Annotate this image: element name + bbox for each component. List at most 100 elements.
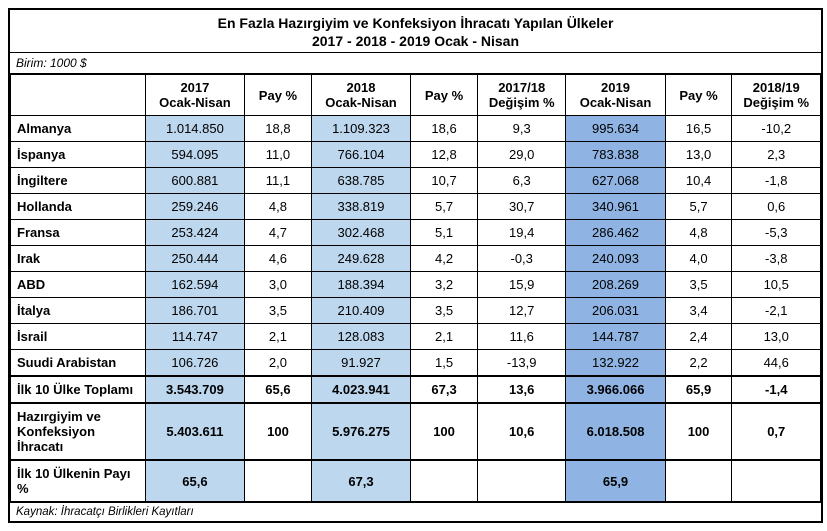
header-chg-1718: 2017/18 Değişim % [477, 75, 565, 116]
cell-2017: 1.014.850 [145, 116, 244, 142]
cell-2019: 340.961 [566, 194, 665, 220]
row-label: Almanya [11, 116, 146, 142]
cell-pay-2017: 2,0 [245, 350, 312, 377]
cell-chg-1718: -13,9 [477, 350, 565, 377]
cell-pay-2018: 3,5 [411, 298, 478, 324]
cell-pay-2017: 4,8 [245, 194, 312, 220]
cell-pay-2018: 67,3 [411, 376, 478, 403]
table-body: Almanya1.014.85018,81.109.32318,69,3995.… [11, 116, 821, 502]
header-2017: 2017 Ocak-Nisan [145, 75, 244, 116]
cell-pay-2019: 16,5 [665, 116, 732, 142]
cell-pay-2017: 11,0 [245, 142, 312, 168]
table-row: İngiltere600.88111,1638.78510,76,3627.06… [11, 168, 821, 194]
cell-pay-2017: 65,6 [245, 376, 312, 403]
cell-chg-1819: 0,7 [732, 403, 821, 460]
row-label: ABD [11, 272, 146, 298]
cell-pay-2019: 5,7 [665, 194, 732, 220]
cell-2017: 106.726 [145, 350, 244, 377]
cell-pay-2018: 3,2 [411, 272, 478, 298]
cell-2017: 600.881 [145, 168, 244, 194]
cell-2017: 253.424 [145, 220, 244, 246]
data-table: 2017 Ocak-Nisan Pay % 2018 Ocak-Nisan Pa… [10, 74, 821, 502]
cell-pay-2017: 3,0 [245, 272, 312, 298]
table-row: Suudi Arabistan106.7262,091.9271,5-13,91… [11, 350, 821, 377]
header-row: 2017 Ocak-Nisan Pay % 2018 Ocak-Nisan Pa… [11, 75, 821, 116]
cell-pay-2018: 10,7 [411, 168, 478, 194]
cell-2018: 638.785 [311, 168, 410, 194]
cell-2018: 4.023.941 [311, 376, 410, 403]
cell-2018: 302.468 [311, 220, 410, 246]
row-label: Hollanda [11, 194, 146, 220]
cell-2018: 1.109.323 [311, 116, 410, 142]
cell-2017: 5.403.611 [145, 403, 244, 460]
cell-2018: 766.104 [311, 142, 410, 168]
cell-pay-2019: 3,4 [665, 298, 732, 324]
cell-pay-2019: 13,0 [665, 142, 732, 168]
cell-chg-1718: 10,6 [477, 403, 565, 460]
table-row: ABD162.5943,0188.3943,215,9208.2693,510,… [11, 272, 821, 298]
cell-2017: 259.246 [145, 194, 244, 220]
unit-label: Birim: 1000 $ [10, 53, 821, 74]
table-row: Hazırgiyim ve Konfeksiyon İhracatı5.403.… [11, 403, 821, 460]
cell-chg-1819: -1,4 [732, 376, 821, 403]
row-label: İspanya [11, 142, 146, 168]
title-line-1: En Fazla Hazırgiyim ve Konfeksiyon İhrac… [218, 15, 614, 31]
cell-2019: 208.269 [566, 272, 665, 298]
cell-chg-1819: 13,0 [732, 324, 821, 350]
cell-2017: 65,6 [145, 460, 244, 502]
cell-chg-1718: 19,4 [477, 220, 565, 246]
cell-chg-1819: 0,6 [732, 194, 821, 220]
cell-2019: 132.922 [566, 350, 665, 377]
cell-2019: 783.838 [566, 142, 665, 168]
table-row: İlk 10 Ülke Toplamı3.543.70965,64.023.94… [11, 376, 821, 403]
cell-chg-1819 [732, 460, 821, 502]
cell-2019: 240.093 [566, 246, 665, 272]
cell-pay-2018: 4,2 [411, 246, 478, 272]
cell-chg-1718: 29,0 [477, 142, 565, 168]
cell-2018: 67,3 [311, 460, 410, 502]
cell-pay-2017: 100 [245, 403, 312, 460]
header-2019: 2019 Ocak-Nisan [566, 75, 665, 116]
cell-pay-2017: 18,8 [245, 116, 312, 142]
cell-chg-1718: 9,3 [477, 116, 565, 142]
row-label: Suudi Arabistan [11, 350, 146, 377]
cell-2019: 65,9 [566, 460, 665, 502]
cell-pay-2018 [411, 460, 478, 502]
cell-chg-1819: -2,1 [732, 298, 821, 324]
cell-chg-1819: -10,2 [732, 116, 821, 142]
cell-pay-2019: 10,4 [665, 168, 732, 194]
cell-chg-1718: 15,9 [477, 272, 565, 298]
cell-chg-1718: 13,6 [477, 376, 565, 403]
cell-chg-1819: 2,3 [732, 142, 821, 168]
row-label: İngiltere [11, 168, 146, 194]
row-label: İtalya [11, 298, 146, 324]
cell-chg-1718: 30,7 [477, 194, 565, 220]
cell-2019: 3.966.066 [566, 376, 665, 403]
table-row: İsrail114.7472,1128.0832,111,6144.7872,4… [11, 324, 821, 350]
cell-pay-2018: 100 [411, 403, 478, 460]
header-pay-2018: Pay % [411, 75, 478, 116]
cell-pay-2017 [245, 460, 312, 502]
cell-chg-1819: -3,8 [732, 246, 821, 272]
header-pay-2019: Pay % [665, 75, 732, 116]
cell-2018: 249.628 [311, 246, 410, 272]
table-row: İspanya594.09511,0766.10412,829,0783.838… [11, 142, 821, 168]
cell-2018: 128.083 [311, 324, 410, 350]
cell-2018: 338.819 [311, 194, 410, 220]
cell-pay-2018: 5,7 [411, 194, 478, 220]
cell-pay-2018: 1,5 [411, 350, 478, 377]
row-label: Irak [11, 246, 146, 272]
cell-chg-1819: -1,8 [732, 168, 821, 194]
cell-pay-2019: 4,8 [665, 220, 732, 246]
cell-pay-2019: 2,2 [665, 350, 732, 377]
cell-2019: 144.787 [566, 324, 665, 350]
table-row: Hollanda259.2464,8338.8195,730,7340.9615… [11, 194, 821, 220]
table-row: Irak250.4444,6249.6284,2-0,3240.0934,0-3… [11, 246, 821, 272]
cell-2019: 206.031 [566, 298, 665, 324]
title-line-2: 2017 - 2018 - 2019 Ocak - Nisan [312, 33, 519, 49]
table-row: Almanya1.014.85018,81.109.32318,69,3995.… [11, 116, 821, 142]
source-label: Kaynak: İhracatçı Birlikleri Kayıtları [10, 502, 821, 521]
cell-2018: 210.409 [311, 298, 410, 324]
cell-pay-2019: 100 [665, 403, 732, 460]
row-label: Hazırgiyim ve Konfeksiyon İhracatı [11, 403, 146, 460]
